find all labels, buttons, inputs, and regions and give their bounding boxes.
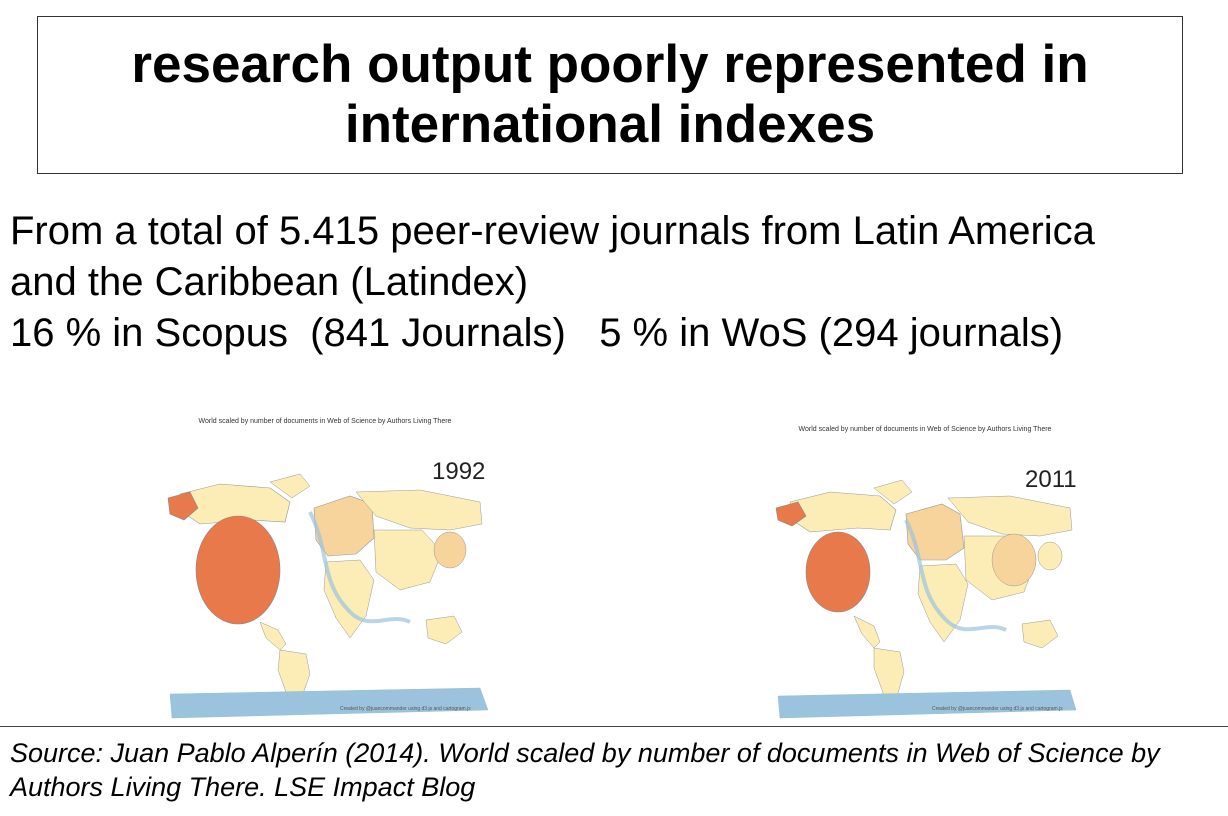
cartogram-1992: World scaled by number of documents in W… (160, 412, 490, 724)
body-line-2: and the Caribbean (Latindex) (10, 260, 529, 304)
source-divider (0, 726, 1228, 727)
source-citation: Source: Juan Pablo Alperín (2014). World… (10, 738, 1160, 802)
map-credit: Created by @juancommander using d3.js an… (932, 706, 1063, 712)
map-year: 2011 (1025, 466, 1077, 493)
slide-title: research output poorly represented in in… (131, 35, 1089, 154)
slide-title-box: research output poorly represented in in… (37, 16, 1183, 174)
map-caption: World scaled by number of documents in W… (798, 426, 1052, 433)
cartogram-image (167, 473, 489, 719)
map-caption: World scaled by number of documents in W… (198, 418, 452, 425)
cartogram-2011: World scaled by number of documents in W… (770, 420, 1080, 722)
map-credit: Created by @juancommander using d3.js an… (340, 706, 471, 712)
cartogram-image (775, 479, 1077, 719)
slide-body: From a total of 5.415 peer-review journa… (10, 206, 1210, 359)
map-year: 1992 (432, 458, 486, 485)
body-line-1: From a total of 5.415 peer-review journa… (10, 209, 1095, 253)
body-line-3: 16 % in Scopus (841 Journals) 5 % in WoS… (10, 311, 1064, 355)
